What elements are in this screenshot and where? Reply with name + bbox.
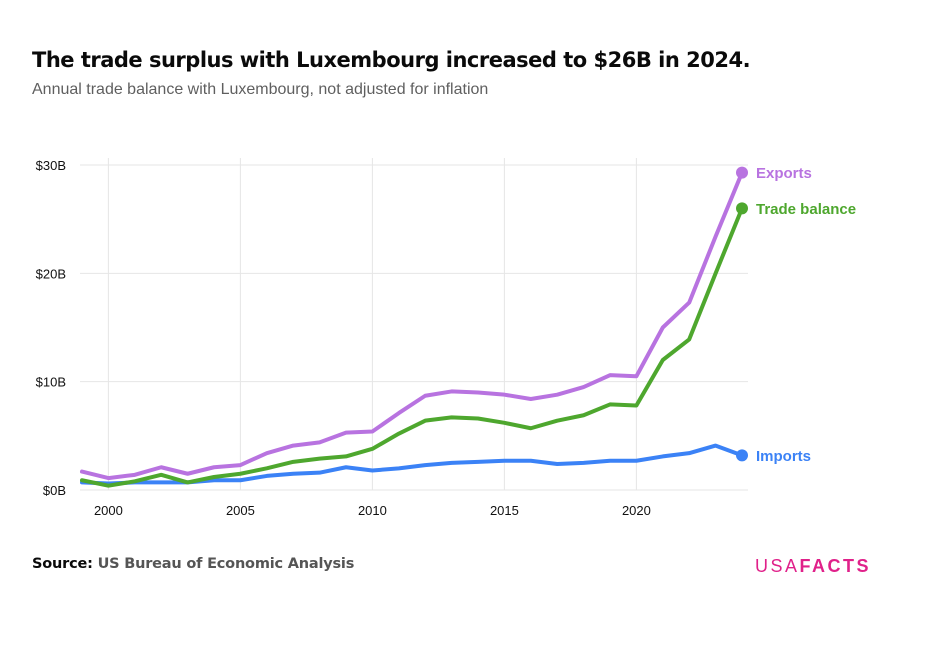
x-axis-ticks: 2000 2005 2010 2015 2020 <box>94 503 651 518</box>
series-line-imports <box>80 443 744 486</box>
series-label: Trade balance <box>756 201 856 218</box>
source-value: US Bureau of Economic Analysis <box>97 556 355 572</box>
y-axis-ticks: $0B $10B $20B $30B <box>36 158 66 498</box>
chart-title: The trade surplus with Luxembourg increa… <box>32 48 751 72</box>
series-label: Imports <box>756 448 811 465</box>
y-tick-label: $10B <box>36 375 66 390</box>
y-gridlines <box>80 164 748 491</box>
series-end-point <box>736 449 748 462</box>
x-gridlines <box>107 158 637 490</box>
series-end-point <box>736 202 748 215</box>
series-lines <box>80 166 748 488</box>
y-tick-label: $30B <box>36 158 66 173</box>
series-line-trade-balance <box>80 206 744 488</box>
x-tick-label: 2000 <box>94 503 123 518</box>
source-label: Source: <box>32 556 93 572</box>
logo-usa: USA <box>755 556 800 576</box>
chart-subtitle: Annual trade balance with Luxembourg, no… <box>32 81 489 98</box>
x-tick-label: 2005 <box>226 503 255 518</box>
source-note: Source: US Bureau of Economic Analysis <box>32 556 354 572</box>
x-tick-label: 2020 <box>622 503 651 518</box>
logo-facts: FACTS <box>799 556 872 576</box>
usafacts-logo: USAFACTS <box>755 556 871 577</box>
series-line-exports <box>80 170 744 481</box>
series-label: Exports <box>756 165 812 182</box>
x-tick-label: 2010 <box>358 503 387 518</box>
y-tick-label: $20B <box>36 266 66 281</box>
x-tick-label: 2015 <box>490 503 519 518</box>
series-labels: Imports Trade balance Exports <box>756 165 856 465</box>
series-end-point <box>736 166 748 179</box>
y-tick-label: $0B <box>43 483 66 498</box>
